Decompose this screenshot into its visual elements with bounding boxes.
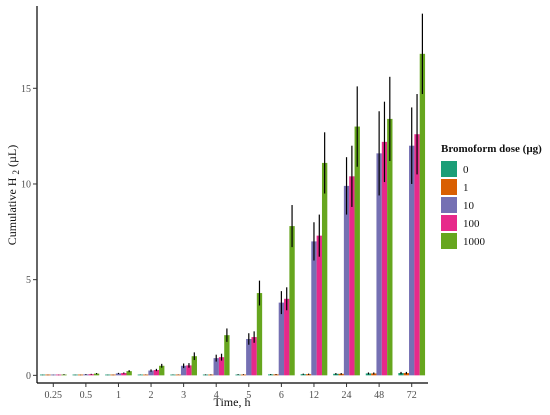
bar-1-6 bbox=[273, 374, 279, 376]
x-tick-label: 0.25 bbox=[45, 390, 63, 401]
legend-swatch-1 bbox=[441, 179, 457, 195]
legend-label-1000: 1000 bbox=[463, 236, 486, 248]
legend: Bromoform dose (µg) 0 1 10 100 1000 bbox=[441, 143, 542, 249]
bar-10-5 bbox=[246, 338, 252, 376]
bar-10-48 bbox=[376, 153, 382, 376]
bar-10-0.5 bbox=[83, 374, 89, 376]
bar-0-12 bbox=[300, 374, 306, 376]
bar-1000-0.5 bbox=[93, 373, 100, 376]
x-tick-label: 3 bbox=[181, 390, 186, 401]
legend-label-1: 1 bbox=[463, 182, 469, 194]
x-tick-label: 48 bbox=[374, 390, 384, 401]
bar-10-12 bbox=[311, 241, 317, 376]
bar-0-6 bbox=[268, 374, 274, 376]
bar-1000-6 bbox=[289, 226, 295, 376]
bar-100-5 bbox=[251, 337, 257, 376]
x-ticks: 0.25 0.5 1 2 3 4 5 6 12 24 48 72 bbox=[45, 383, 417, 401]
x-tick-label: 4 bbox=[214, 390, 219, 401]
legend-swatch-100 bbox=[441, 215, 457, 231]
legend-swatch-10 bbox=[441, 197, 457, 213]
y-axis-title-unit: (µL) bbox=[5, 145, 19, 167]
bar-100-72 bbox=[414, 134, 420, 376]
bar-1000-48 bbox=[387, 118, 393, 376]
y-tick-label: 10 bbox=[21, 179, 31, 190]
x-tick-label: 72 bbox=[407, 390, 417, 401]
bar-100-48 bbox=[381, 141, 388, 376]
y-axis-title-subscript: 2 bbox=[11, 170, 21, 175]
x-tick-label: 1 bbox=[116, 390, 121, 401]
x-tick-label: 5 bbox=[246, 390, 251, 401]
y-tick-label: 5 bbox=[26, 275, 31, 286]
bar-10-4 bbox=[213, 358, 219, 376]
x-tick-label: 6 bbox=[279, 390, 284, 401]
bar-100-1 bbox=[121, 373, 127, 376]
bar-1000-72 bbox=[419, 53, 426, 376]
legend-swatch-0 bbox=[441, 161, 457, 177]
bar-100-6 bbox=[284, 298, 290, 376]
bar-100-12 bbox=[316, 235, 322, 376]
bar-100-2 bbox=[153, 369, 160, 376]
bar-100-0.5 bbox=[88, 374, 94, 376]
bar-1000-3 bbox=[191, 356, 197, 376]
legend-swatch-1000 bbox=[441, 233, 457, 249]
bar-1000-2 bbox=[159, 365, 165, 376]
legend-title: Bromoform dose (µg) bbox=[441, 143, 542, 155]
bar-100-3 bbox=[186, 365, 192, 376]
legend-label-100: 100 bbox=[463, 218, 480, 230]
bar-10-6 bbox=[278, 302, 285, 376]
y-axis-title-main: Cumulative H bbox=[5, 177, 19, 245]
bar-1000-12 bbox=[321, 162, 328, 376]
bar-1000-1 bbox=[126, 371, 132, 376]
x-tick-label: 0.5 bbox=[80, 390, 93, 401]
x-tick-label: 12 bbox=[309, 390, 319, 401]
x-tick-label: 24 bbox=[342, 390, 352, 401]
y-axis-title: Cumulative H 2 (µL) bbox=[5, 145, 22, 245]
bar-1000-24 bbox=[354, 126, 360, 376]
bar-10-24 bbox=[343, 185, 350, 376]
y-ticks: 0 5 10 15 bbox=[21, 84, 37, 382]
y-tick-label: 0 bbox=[26, 371, 31, 382]
bar-10-1 bbox=[115, 373, 122, 376]
error-bars bbox=[41, 13, 423, 376]
legend-label-10: 10 bbox=[463, 200, 475, 212]
bar-100-24 bbox=[349, 176, 355, 376]
bar-10-3 bbox=[180, 365, 187, 376]
bar-1000-5 bbox=[256, 293, 263, 376]
x-axis-title: Time, h bbox=[214, 395, 251, 409]
legend-label-0: 0 bbox=[463, 164, 469, 176]
bar-100-4 bbox=[218, 357, 225, 376]
x-tick-label: 2 bbox=[149, 390, 154, 401]
bar-1000-4 bbox=[224, 335, 230, 376]
bars bbox=[39, 53, 426, 376]
bar-1-12 bbox=[305, 374, 312, 376]
legend-items: 0 1 10 100 1000 bbox=[441, 161, 486, 249]
bar-10-2 bbox=[148, 370, 154, 376]
bar-10-72 bbox=[409, 145, 415, 376]
y-tick-label: 15 bbox=[21, 84, 31, 95]
